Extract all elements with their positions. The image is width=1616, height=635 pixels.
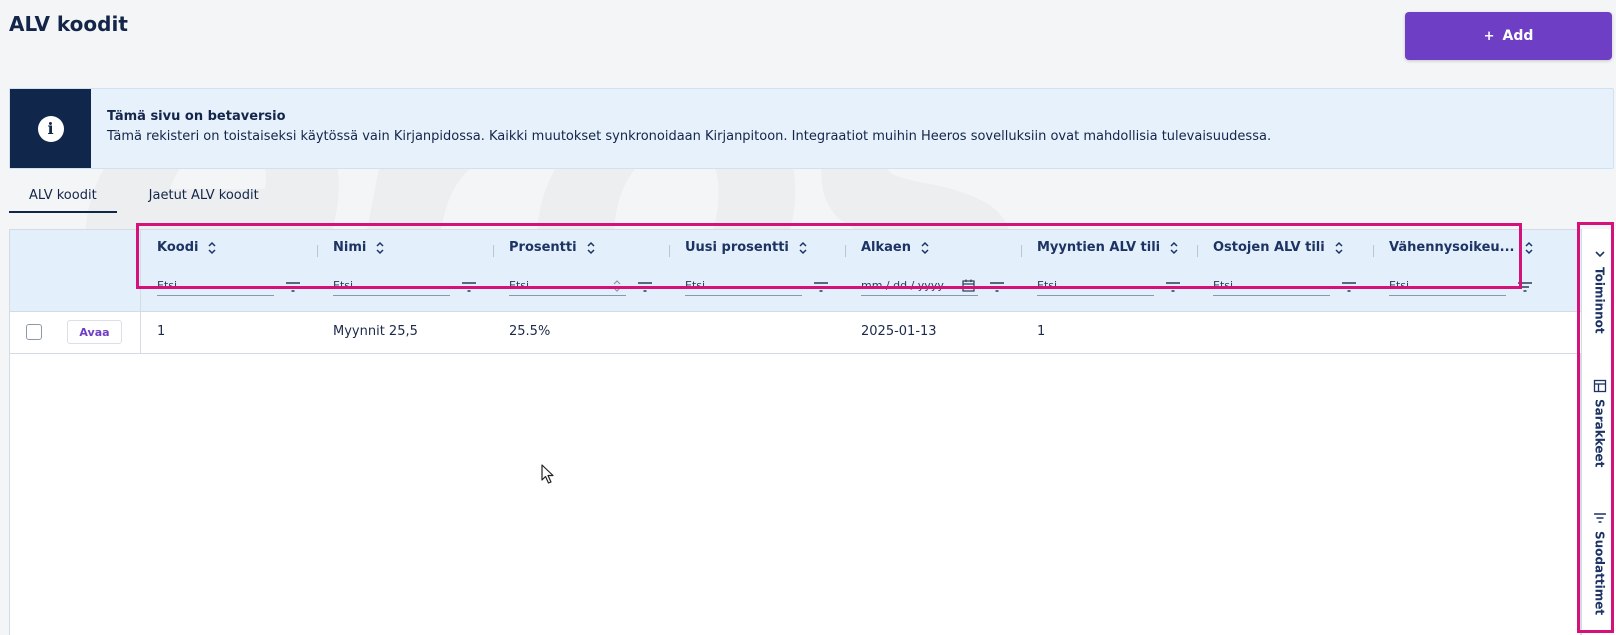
column-header-myyntien-alv-tili: Myyntien ALV tili [1021, 230, 1197, 312]
column-divider[interactable] [845, 245, 846, 257]
banner-icon-box: i [10, 89, 91, 168]
banner-title: Tämä sivu on betaversio [107, 109, 286, 124]
column-title[interactable]: Ostojen ALV tili [1213, 240, 1345, 255]
add-button-label: Add [1502, 28, 1534, 44]
column-label: Nimi [333, 240, 367, 255]
sort-icon[interactable] [585, 241, 597, 255]
filter-input-ostojen-alv-tili[interactable] [1213, 276, 1330, 296]
calendar-icon[interactable] [962, 279, 975, 292]
column-header-prosentti: Prosentti [493, 230, 669, 312]
column-title[interactable]: Prosentti [509, 240, 597, 255]
sort-icon[interactable] [1523, 241, 1535, 255]
sort-icon[interactable] [206, 241, 218, 255]
filter-input-uusi-prosentti[interactable] [685, 276, 802, 296]
filter-input-prosentti[interactable] [509, 276, 626, 296]
cell-myyntien-alv-tili: 1 [1037, 324, 1046, 339]
column-divider[interactable] [493, 245, 494, 257]
plus-icon: + [1483, 28, 1495, 44]
filter-input-myyntien-alv-tili[interactable] [1037, 276, 1154, 296]
columns-icon [1593, 379, 1606, 393]
column-label: Myyntien ALV tili [1037, 240, 1161, 255]
side-item-label: Suodattimet [1592, 531, 1607, 616]
side-item-suodattimet[interactable]: Suodattimet [1582, 511, 1616, 615]
table-row[interactable]: Avaa 1 Myynnit 25,5 25.5% 2025-01-13 1 [10, 312, 1582, 354]
beta-banner: i Tämä sivu on betaversio Tämä rekisteri… [9, 88, 1614, 169]
column-label: Uusi prosentti [685, 240, 789, 255]
sort-icon[interactable] [374, 241, 386, 255]
filter-input-koodi[interactable] [157, 276, 274, 296]
select-column-header [10, 230, 141, 312]
column-divider[interactable] [1021, 245, 1022, 257]
side-item-toiminnot[interactable]: Toiminnot [1582, 247, 1616, 334]
grid-header: Koodi Nimi Prosentti Uusi prosentti Alkaen My… [10, 230, 1582, 312]
column-label: Ostojen ALV tili [1213, 240, 1325, 255]
filter-icon[interactable] [461, 280, 477, 294]
column-title[interactable]: Vähennysoikeu... [1389, 240, 1535, 255]
sort-icon[interactable] [919, 241, 931, 255]
banner-description: Tämä rekisteri on toistaiseksi käytössä … [107, 129, 1272, 144]
side-item-label: Toiminnot [1592, 267, 1607, 334]
column-title[interactable]: Uusi prosentti [685, 240, 809, 255]
tab-jaetut-alv-koodit[interactable]: Jaetut ALV koodit [148, 188, 259, 203]
spinner-icon[interactable] [612, 279, 622, 293]
column-divider[interactable] [1373, 245, 1374, 257]
filter-input-vahennysoikeus[interactable] [1389, 276, 1506, 296]
sort-icon[interactable] [797, 241, 809, 255]
filter-input-nimi[interactable] [333, 276, 450, 296]
column-title[interactable]: Myyntien ALV tili [1037, 240, 1180, 255]
mouse-cursor-icon [541, 464, 554, 484]
filter-icon[interactable] [1165, 280, 1181, 294]
column-divider[interactable] [317, 245, 318, 257]
column-header-vahennysoikeus: Vähennysoikeu... [1373, 230, 1549, 312]
filter-icon[interactable] [989, 280, 1005, 294]
column-header-ostojen-alv-tili: Ostojen ALV tili [1197, 230, 1373, 312]
column-divider[interactable] [669, 245, 670, 257]
column-label: Prosentti [509, 240, 577, 255]
column-title[interactable]: Alkaen [861, 240, 931, 255]
cell-prosentti: 25.5% [509, 324, 551, 339]
chevron-down-icon [1594, 251, 1605, 258]
column-title[interactable]: Nimi [333, 240, 386, 255]
filter-icon[interactable] [813, 280, 829, 294]
side-item-sarakkeet[interactable]: Sarakkeet [1582, 379, 1616, 467]
filter-icon[interactable] [285, 280, 301, 294]
column-label: Vähennysoikeu... [1389, 240, 1515, 255]
cell-nimi: Myynnit 25,5 [333, 324, 418, 339]
filter-icon[interactable] [1341, 280, 1357, 294]
column-header-uusi-prosentti: Uusi prosentti [669, 230, 845, 312]
row-select-cell: Avaa [10, 312, 141, 353]
open-button[interactable]: Avaa [67, 320, 122, 344]
cell-koodi: 1 [157, 324, 166, 339]
column-header-nimi: Nimi [317, 230, 493, 312]
add-button[interactable]: + Add [1405, 12, 1612, 60]
tab-alv-koodit[interactable]: ALV koodit [9, 186, 117, 213]
column-header-alkaen: Alkaen [845, 230, 1021, 312]
column-title[interactable]: Koodi [157, 240, 218, 255]
sort-icon[interactable] [1168, 241, 1180, 255]
column-label: Alkaen [861, 240, 912, 255]
sort-icon[interactable] [1333, 241, 1345, 255]
column-label: Koodi [157, 240, 199, 255]
filter-icon[interactable] [637, 280, 653, 294]
filter-input-alkaen[interactable] [861, 276, 978, 296]
page-title: ALV koodit [9, 12, 128, 36]
column-header-koodi: Koodi [141, 230, 317, 312]
tab-bar: ALV koodit Jaetut ALV koodit [9, 186, 279, 213]
column-divider[interactable] [1197, 245, 1198, 257]
info-icon: i [37, 115, 64, 142]
side-item-label: Sarakkeet [1592, 399, 1607, 468]
side-panel: Toiminnot Sarakkeet Suodattimet [1581, 229, 1616, 635]
row-checkbox[interactable] [26, 324, 42, 340]
filter-icon [1593, 513, 1606, 523]
data-grid: Koodi Nimi Prosentti Uusi prosentti Alkaen My… [9, 229, 1582, 635]
cell-alkaen: 2025-01-13 [861, 324, 937, 339]
filter-icon[interactable] [1517, 280, 1533, 294]
